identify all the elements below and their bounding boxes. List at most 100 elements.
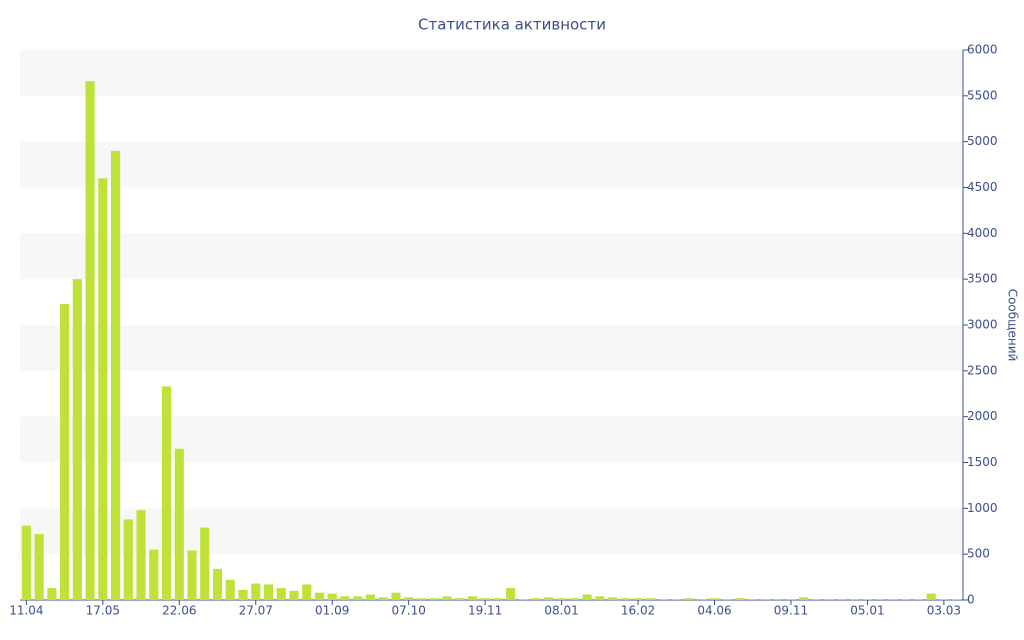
bar — [251, 583, 261, 600]
y-tick-label: 2500 — [967, 363, 998, 377]
bar — [824, 599, 834, 600]
x-tick-label: 03.03 — [927, 604, 961, 618]
bar — [442, 596, 452, 600]
bar — [480, 598, 490, 600]
bar — [276, 588, 286, 600]
y-tick-label: 4000 — [967, 226, 998, 240]
bar — [353, 596, 363, 600]
y-tick-label: 5500 — [967, 88, 998, 102]
bar — [327, 593, 337, 600]
bar — [72, 279, 82, 600]
bar — [901, 599, 911, 600]
bar — [289, 590, 299, 600]
bar — [493, 598, 503, 600]
bar — [658, 599, 669, 600]
bar — [760, 599, 771, 600]
bar — [850, 599, 860, 600]
bar — [582, 594, 592, 600]
bar — [786, 599, 796, 600]
x-tick-label: 22.06 — [162, 604, 196, 618]
bar — [161, 386, 172, 600]
y-tick-label: 3500 — [967, 272, 998, 286]
x-tick-label: 04.06 — [697, 604, 731, 618]
bar — [939, 599, 949, 600]
bar — [773, 599, 783, 600]
bar — [110, 150, 121, 601]
bar — [378, 597, 388, 600]
grid-band — [20, 416, 963, 463]
bar — [238, 589, 248, 600]
bar — [225, 579, 235, 600]
y-tick-label: 1000 — [967, 501, 998, 515]
bar — [34, 534, 44, 600]
x-tick-label: 16.02 — [621, 604, 655, 618]
bar — [926, 593, 936, 600]
y-tick-label: 2000 — [967, 409, 998, 423]
bar — [837, 599, 847, 600]
y-tick-label: 3000 — [967, 318, 998, 332]
bar — [416, 598, 426, 600]
bar — [735, 598, 745, 600]
bar — [709, 598, 720, 600]
y-tick-label: 5000 — [967, 134, 998, 148]
bar — [47, 588, 57, 600]
bar — [404, 597, 414, 600]
bar — [952, 599, 962, 600]
x-tick-label: 08.01 — [544, 604, 578, 618]
bar — [85, 81, 95, 600]
bar — [455, 598, 465, 600]
y-axis-title: Сообщений — [1006, 289, 1020, 362]
x-tick-label: 01.09 — [315, 604, 349, 618]
y-tick-label: 6000 — [967, 43, 998, 57]
x-tick-label: 09.11 — [774, 604, 808, 618]
bar — [21, 525, 31, 600]
bar — [187, 550, 197, 600]
bar — [875, 599, 885, 600]
grid-band — [20, 325, 963, 371]
x-tick-label: 11.04 — [9, 604, 43, 618]
bar — [607, 597, 618, 600]
bar — [149, 549, 159, 600]
bar — [684, 598, 694, 600]
bar — [811, 599, 822, 600]
bar — [314, 592, 325, 600]
y-tick-label: 1500 — [967, 455, 998, 469]
bar — [646, 598, 656, 600]
chart-title: Статистика активности — [418, 16, 606, 34]
bar — [913, 599, 923, 600]
bar — [633, 598, 643, 600]
bar — [799, 597, 809, 600]
x-tick-label: 07.10 — [391, 604, 425, 618]
bar — [544, 597, 554, 600]
bar — [365, 594, 376, 600]
bar — [123, 519, 133, 600]
bar — [136, 510, 146, 600]
bar — [467, 596, 477, 600]
bar — [506, 588, 516, 600]
bar — [557, 598, 567, 600]
y-tick-label: 500 — [967, 547, 990, 561]
bar — [697, 599, 707, 600]
grid-band — [20, 50, 963, 96]
bar — [569, 598, 579, 600]
bar — [340, 596, 350, 600]
bar — [98, 178, 108, 601]
bar — [748, 599, 758, 600]
y-tick-label: 0 — [967, 593, 975, 607]
bar — [200, 527, 210, 600]
bar — [60, 303, 70, 600]
bar — [620, 598, 630, 600]
grid-band — [20, 141, 963, 188]
bar — [391, 592, 401, 600]
grid-band — [20, 508, 963, 555]
bar — [888, 599, 898, 600]
bar — [429, 598, 439, 600]
bar — [518, 599, 528, 600]
y-tick-label: 4500 — [967, 180, 998, 194]
x-tick-label: 05.01 — [850, 604, 884, 618]
bar — [174, 448, 184, 600]
bar — [595, 596, 605, 600]
bar — [862, 599, 873, 600]
x-tick-label: 19.11 — [468, 604, 502, 618]
